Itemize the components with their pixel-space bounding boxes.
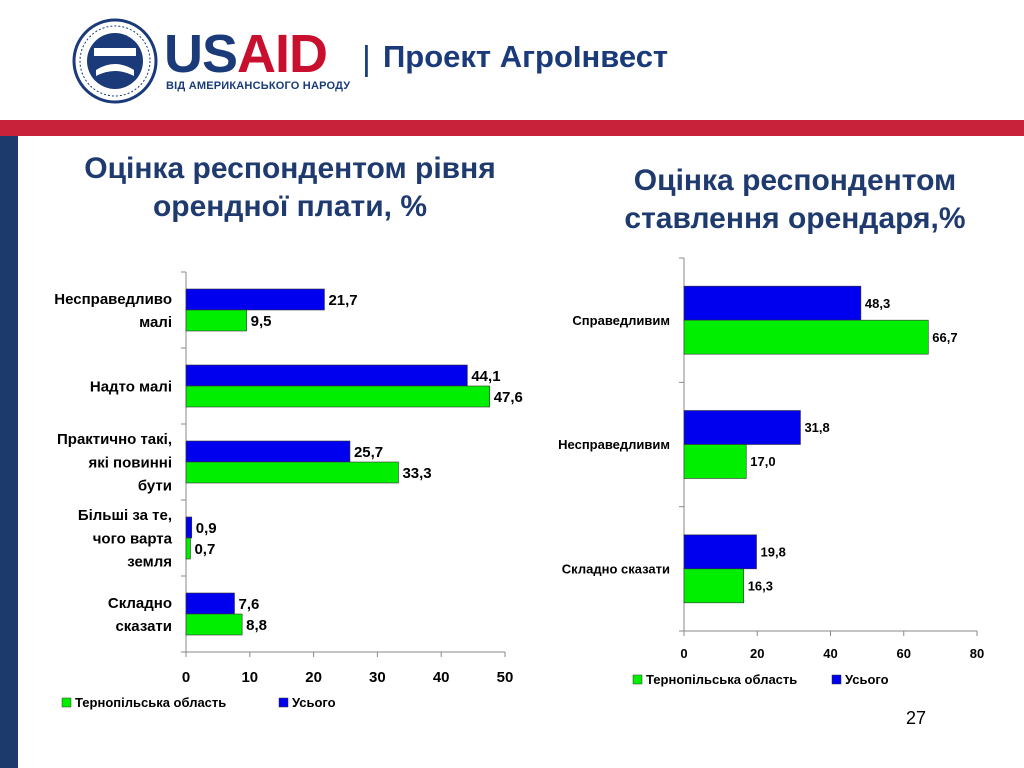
category-label: сказати xyxy=(115,618,172,635)
usaid-wordmark: USAID xyxy=(164,24,328,84)
x-tick-label: 10 xyxy=(241,669,258,686)
bar-usoho xyxy=(185,516,193,539)
chart-title-left: Оцінка респондентом рівня орендної плати… xyxy=(84,152,496,223)
bar-usoho xyxy=(683,285,862,321)
category-label: бути xyxy=(138,478,172,495)
chart-title-right: Оцінка респондентом ставлення орендаря,% xyxy=(624,164,966,235)
bar-ternopil xyxy=(185,385,490,408)
data-label: 66,7 xyxy=(932,330,957,345)
legend-swatch xyxy=(278,697,289,708)
data-label: 16,3 xyxy=(748,579,773,594)
data-label: 33,3 xyxy=(402,465,431,482)
slide-header: USAID ВІД АМЕРИКАНСЬКОГО НАРОДУ | Проект… xyxy=(0,0,1024,120)
category-label: Більші за те, xyxy=(78,507,172,524)
legend-swatch xyxy=(831,674,842,685)
category-label: які повинні xyxy=(88,454,172,471)
category-label: малі xyxy=(139,314,172,331)
category-label: земля xyxy=(127,554,172,571)
logo-tagline: ВІД АМЕРИКАНСЬКОГО НАРОДУ xyxy=(166,80,351,92)
bar-ternopil xyxy=(683,444,747,479)
data-label: 19,8 xyxy=(761,545,786,560)
x-tick-label: 60 xyxy=(897,646,911,661)
logo-us: US xyxy=(164,24,238,84)
category-label: Справедливим xyxy=(572,313,670,328)
bar-usoho xyxy=(683,534,757,570)
data-label: 47,6 xyxy=(494,389,523,406)
bar-ternopil xyxy=(185,613,243,636)
legend-label: Усього xyxy=(292,695,336,710)
bar-ternopil xyxy=(683,319,929,355)
x-tick-label: 40 xyxy=(823,646,837,661)
data-label: 44,1 xyxy=(471,368,500,385)
left-accent-bar xyxy=(0,136,18,768)
category-label: Надто малі xyxy=(90,378,172,395)
x-tick-label: 0 xyxy=(182,669,190,686)
x-tick-label: 40 xyxy=(433,669,450,686)
bar-usoho xyxy=(185,288,325,311)
data-label: 31,8 xyxy=(804,420,829,435)
bar-ternopil xyxy=(683,568,744,604)
x-tick-label: 0 xyxy=(680,646,687,661)
bar-ternopil xyxy=(185,537,191,560)
x-tick-label: 30 xyxy=(369,669,386,686)
data-label: 0,7 xyxy=(194,541,215,558)
x-tick-label: 80 xyxy=(970,646,984,661)
data-label: 17,0 xyxy=(750,454,775,469)
data-label: 48,3 xyxy=(865,296,890,311)
legend-label: Тернопільська область xyxy=(75,695,226,710)
data-label: 0,9 xyxy=(196,520,217,537)
legend-label: Усього xyxy=(845,672,889,687)
legend-label: Тернопільська область xyxy=(646,672,797,687)
category-label: Несправедливо xyxy=(54,291,172,308)
logo-separator: | xyxy=(362,40,371,78)
data-label: 21,7 xyxy=(328,292,357,309)
bar-ternopil xyxy=(185,309,247,332)
page-number: 27 xyxy=(906,708,927,728)
category-label: Складно xyxy=(108,595,172,612)
category-label: Несправедливим xyxy=(558,437,670,452)
x-tick-label: 20 xyxy=(305,669,322,686)
legend-swatch xyxy=(61,697,72,708)
bar-usoho xyxy=(185,440,351,463)
bar-ternopil xyxy=(185,461,399,484)
bar-usoho xyxy=(185,364,468,387)
legend-swatch xyxy=(632,674,643,685)
logo-aid: AID xyxy=(237,24,328,84)
data-label: 7,6 xyxy=(238,596,259,613)
data-label: 9,5 xyxy=(251,313,272,330)
usaid-seal-icon xyxy=(72,18,158,104)
red-divider-bar xyxy=(0,120,1024,136)
bar-usoho xyxy=(185,592,235,615)
x-tick-label: 20 xyxy=(750,646,764,661)
data-label: 8,8 xyxy=(246,617,267,634)
category-label: Складно сказати xyxy=(562,562,670,577)
bar-usoho xyxy=(683,410,801,445)
category-label: Практично такі, xyxy=(57,431,172,448)
project-name: Проект АгроІнвест xyxy=(383,39,669,74)
category-label: чого варта xyxy=(93,530,173,547)
data-label: 25,7 xyxy=(354,444,383,461)
x-tick-label: 50 xyxy=(497,669,514,686)
